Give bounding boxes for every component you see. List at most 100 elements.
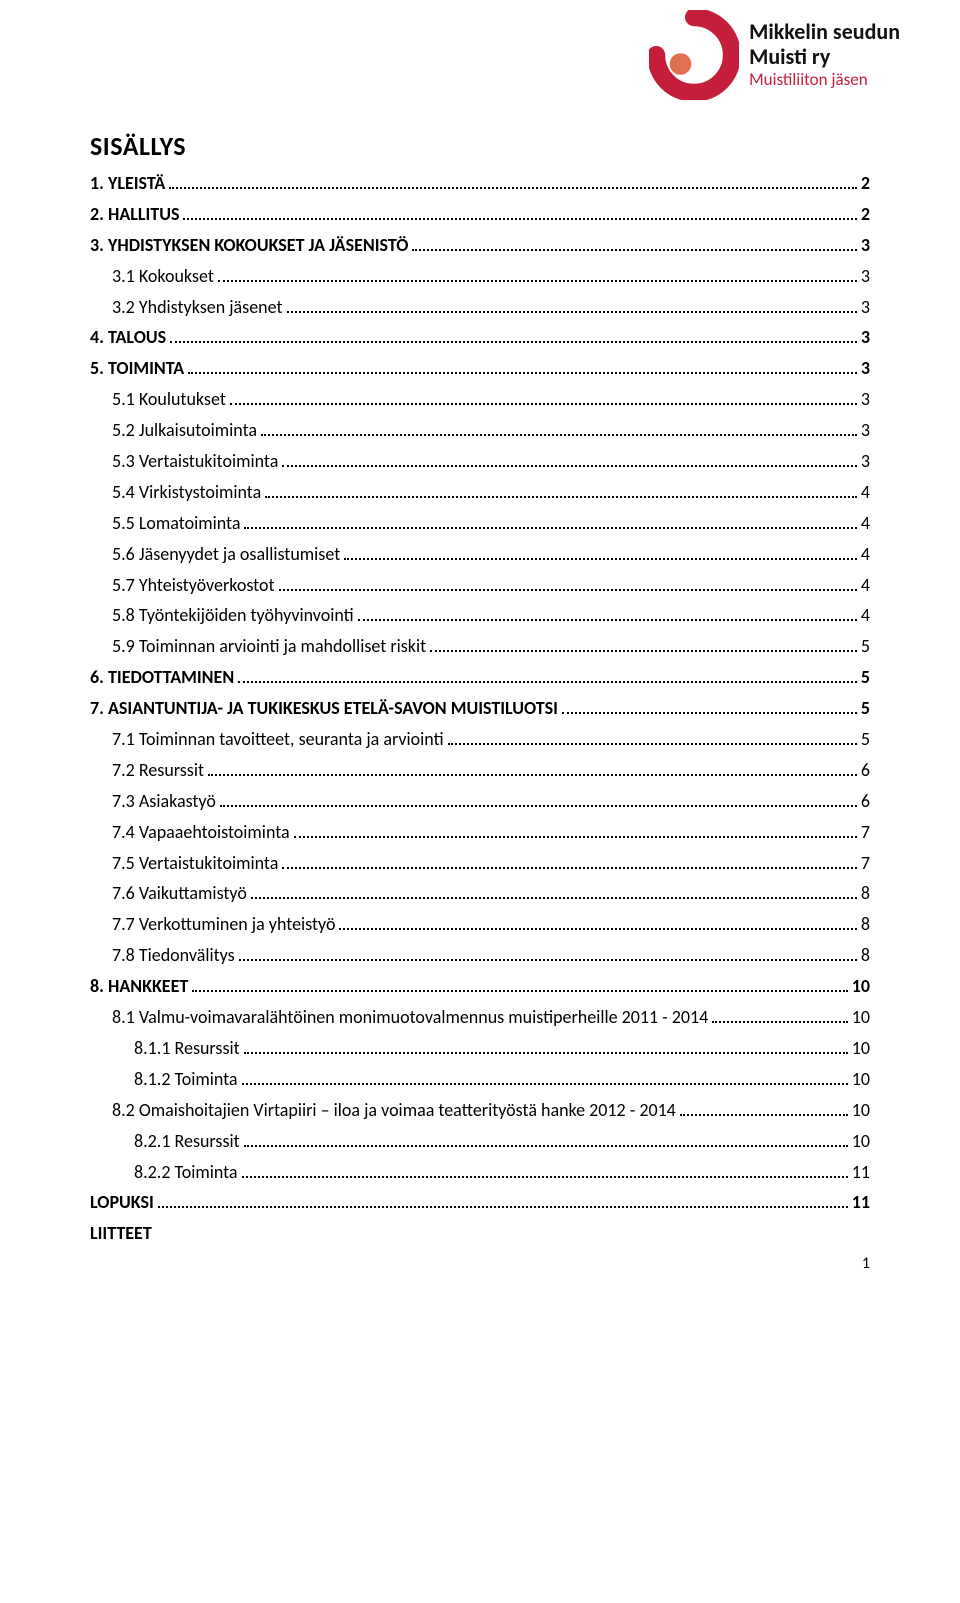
toc-leader-dots (412, 233, 856, 251)
toc-label: 7.4 Vapaaehtoistoiminta (112, 819, 290, 847)
toc-page-number: 10 (852, 1128, 870, 1156)
toc-page-number: 6 (861, 757, 870, 785)
toc-leader-dots (158, 1190, 848, 1208)
toc-page-number: 3 (861, 355, 870, 383)
toc-label: 5. TOIMINTA (90, 355, 184, 383)
page-number: 1 (862, 1254, 870, 1273)
toc-label: 7.5 Vertaistukitoiminta (112, 850, 278, 878)
toc-label: 5.7 Yhteistyöverkostot (112, 572, 275, 600)
toc-label: 5.4 Virkistystoiminta (112, 479, 261, 507)
logo-text: Mikkelin seudun Muisti ry Muistiliiton j… (749, 20, 900, 89)
toc-page-number: 7 (861, 850, 870, 878)
toc-row: 5.7 Yhteistyöverkostot4 (112, 572, 870, 600)
toc-row: 4. TALOUS3 (90, 324, 870, 352)
toc-label: 8.1.2 Toiminta (134, 1066, 238, 1094)
toc-page-number: 8 (861, 880, 870, 908)
toc-label: 7.3 Asiakastyö (112, 788, 216, 816)
toc-label: 8.2 Omaishoitajien Virtapiiri – iloa ja … (112, 1097, 676, 1125)
toc-leader-dots (282, 449, 857, 467)
toc-row: 7.2 Resurssit 6 (112, 757, 870, 785)
toc-page-number: 8 (861, 942, 870, 970)
toc-title: SISÄLLYS (90, 130, 870, 162)
toc-page-number: 4 (861, 602, 870, 630)
toc-leader-dots (244, 511, 856, 529)
toc-page-number: 11 (852, 1189, 870, 1217)
toc-leader-dots (242, 1159, 848, 1177)
toc-leader-dots (265, 480, 857, 498)
toc-row: 8.1 Valmu-voimavaralähtöinen monimuotova… (112, 1004, 870, 1032)
toc-leader-dots (218, 263, 857, 281)
toc-page-number: 3 (861, 386, 870, 414)
toc-page-number: 5 (861, 633, 870, 661)
toc-label: 3.2 Yhdistyksen jäsenet (112, 294, 283, 322)
toc-row: 5.2 Julkaisutoiminta3 (112, 417, 870, 445)
toc-label: 2. HALLITUS (90, 201, 179, 229)
toc-leader-dots (430, 634, 857, 652)
toc-label: 8.1 Valmu-voimavaralähtöinen monimuotova… (112, 1004, 708, 1032)
toc-row: 8.2 Omaishoitajien Virtapiiri – iloa ja … (112, 1097, 870, 1125)
toc-label: LOPUKSI (90, 1189, 154, 1217)
toc-row: 7.5 Vertaistukitoiminta 7 (112, 850, 870, 878)
toc-label: 8.2.1 Resurssit (134, 1128, 240, 1156)
toc-leader-dots (183, 202, 856, 220)
toc-row: 7. ASIANTUNTIJA- JA TUKIKESKUS ETELÄ-SAV… (90, 695, 870, 723)
toc-page-number: 3 (861, 448, 870, 476)
toc-page-number: 3 (861, 263, 870, 291)
toc-leader-dots (680, 1098, 848, 1116)
toc-row: 8.1.2 Toiminta10 (134, 1066, 870, 1094)
toc-page-number: 4 (861, 479, 870, 507)
toc-leader-dots (244, 1128, 848, 1146)
toc-label: 5.5 Lomatoiminta (112, 510, 240, 538)
toc-row: 3. YHDISTYKSEN KOKOUKSET JA JÄSENISTÖ3 (90, 232, 870, 260)
toc-label: 5.8 Työntekijöiden työhyvinvointi (112, 602, 354, 630)
toc-row: 8.2.2 Toiminta 11 (134, 1159, 870, 1187)
toc-row: 7.1 Toiminnan tavoitteet, seuranta ja ar… (112, 726, 870, 754)
toc-label: 7. ASIANTUNTIJA- JA TUKIKESKUS ETELÄ-SAV… (90, 695, 558, 723)
toc-row: 5.4 Virkistystoiminta 4 (112, 479, 870, 507)
toc-label: 7.2 Resurssit (112, 757, 204, 785)
toc-label: 7.6 Vaikuttamistyö (112, 880, 247, 908)
toc-page-number: 3 (861, 294, 870, 322)
toc-label: 1. YLEISTÄ (90, 170, 165, 198)
toc-row: 7.7 Verkottuminen ja yhteistyö8 (112, 911, 870, 939)
toc-page-number: 10 (852, 1097, 870, 1125)
toc-page-number: 11 (852, 1159, 870, 1187)
toc-page-number: 8 (861, 911, 870, 939)
toc-label: 8.2.2 Toiminta (134, 1159, 238, 1187)
toc-leader-dots (712, 1005, 848, 1023)
toc-row: 8.2.1 Resurssit 10 (134, 1128, 870, 1156)
toc-row: 5. TOIMINTA 3 (90, 355, 870, 383)
toc-leader-dots (448, 727, 857, 745)
toc-row: LIITTEET (90, 1220, 870, 1248)
toc-leader-dots (294, 820, 857, 838)
toc-label: 6. TIEDOTTAMINEN (90, 664, 234, 692)
logo: Mikkelin seudun Muisti ry Muistiliiton j… (649, 10, 900, 100)
toc-page-number: 2 (861, 170, 870, 198)
toc-row: 7.6 Vaikuttamistyö 8 (112, 880, 870, 908)
toc-leader-dots (279, 572, 857, 590)
document-page: Mikkelin seudun Muisti ry Muistiliiton j… (0, 0, 960, 1291)
toc-leader-dots (287, 294, 857, 312)
toc-label: 5.9 Toiminnan arviointi ja mahdolliset r… (112, 633, 426, 661)
toc-leader-dots (344, 542, 857, 560)
toc-row: 2. HALLITUS2 (90, 201, 870, 229)
toc-row: 8. HANKKEET10 (90, 973, 870, 1001)
toc-page-number: 5 (861, 695, 870, 723)
toc-leader-dots (244, 1036, 848, 1054)
logo-line2: Muisti ry (749, 45, 900, 69)
toc-row: 7.3 Asiakastyö 6 (112, 788, 870, 816)
toc-label: 5.2 Julkaisutoiminta (112, 417, 257, 445)
toc-leader-dots (170, 325, 857, 343)
toc-row: 3.1 Kokoukset3 (112, 263, 870, 291)
toc-row: 3.2 Yhdistyksen jäsenet 3 (112, 294, 870, 322)
toc-label: 7.1 Toiminnan tavoitteet, seuranta ja ar… (112, 726, 444, 754)
toc-label: LIITTEET (90, 1220, 152, 1248)
toc-row: 5.8 Työntekijöiden työhyvinvointi 4 (112, 602, 870, 630)
toc-label: 5.1 Koulutukset (112, 386, 226, 414)
toc-row: 5.1 Koulutukset 3 (112, 386, 870, 414)
toc-page-number: 4 (861, 541, 870, 569)
toc-row: 7.8 Tiedonvälitys8 (112, 942, 870, 970)
toc-leader-dots (251, 881, 857, 899)
toc-label: 4. TALOUS (90, 324, 166, 352)
toc-page-number: 6 (861, 788, 870, 816)
